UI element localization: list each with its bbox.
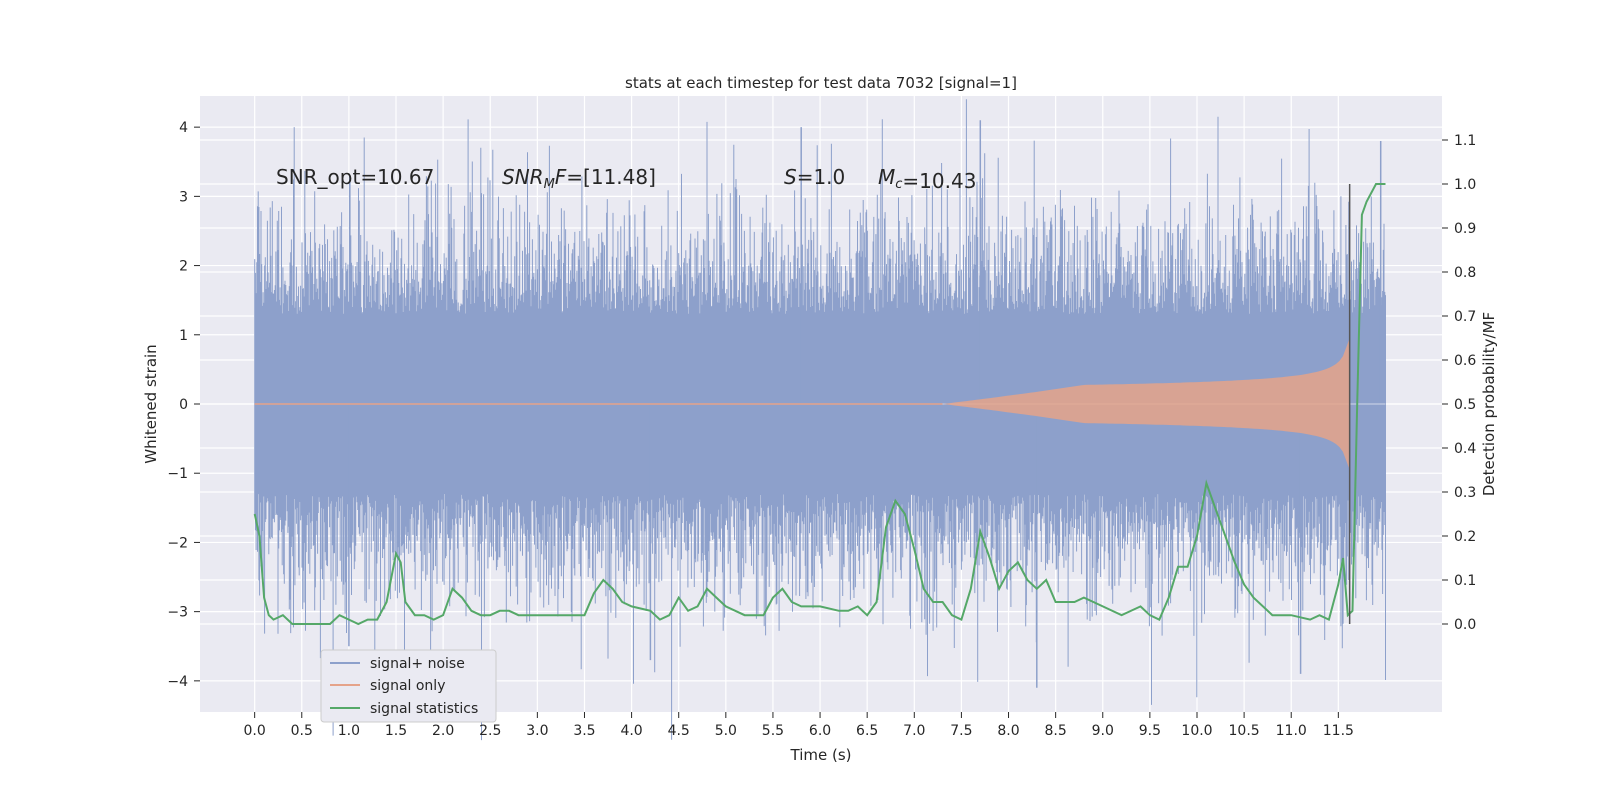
- y2-tick-label: 0.5: [1454, 397, 1476, 413]
- x-tick-label: 1.0: [338, 723, 360, 739]
- x-tick-label: 11.0: [1276, 723, 1307, 739]
- y2-tick-label: 0.1: [1454, 573, 1476, 589]
- x-tick-label: 0.0: [244, 723, 266, 739]
- x-tick-label: 8.0: [997, 723, 1019, 739]
- x-tick-label: 7.0: [903, 723, 925, 739]
- x-tick-label: 10.0: [1181, 723, 1212, 739]
- y-tick-label: 1: [179, 328, 188, 344]
- x-tick-label: 3.5: [573, 723, 595, 739]
- x-tick-label: 0.5: [291, 723, 313, 739]
- signal-statistics-line: [253, 183, 1386, 626]
- y2-tick-label: 1.0: [1454, 177, 1476, 193]
- x-tick-label: 10.5: [1229, 723, 1260, 739]
- x-tick-label: 7.5: [950, 723, 972, 739]
- signal-statistics-series: [253, 183, 1386, 626]
- y-tick-label: 4: [179, 120, 188, 136]
- x-tick-label: 5.5: [762, 723, 784, 739]
- x-tick-label: 1.5: [385, 723, 407, 739]
- y-axis-label: Whitened strain: [142, 344, 160, 463]
- signal-plus-noise-peaks: [348, 120, 1382, 688]
- x-tick-label: 4.5: [668, 723, 690, 739]
- y-tick-label: −3: [167, 605, 188, 621]
- legend-box: [320, 649, 497, 723]
- legend-label-signal-statistics: signal statistics: [370, 701, 478, 717]
- legend-label-signal-only: signal only: [370, 678, 445, 694]
- y-tick-label: 3: [179, 189, 188, 205]
- y2-axis-ticks: 1.1 1.0 0.9 0.8 0.7 0.6 0.5 0.4 0.3 0.2 0.1 0.0: [1442, 133, 1476, 633]
- x-tick-label: 2.0: [432, 723, 454, 739]
- y2-tick-label: 0.3: [1454, 485, 1476, 501]
- x-tick-label: 3.0: [526, 723, 548, 739]
- annotation-snr-mf: SNRMF=[11.48]: [502, 165, 656, 192]
- y-axis-ticks: 4 3 2 1 0 −1 −2 −3 −4: [167, 120, 200, 690]
- annotation-mc: Mc=10.43: [878, 165, 976, 193]
- legend-label-signal-plus-noise: signal+ noise: [370, 656, 465, 672]
- x-tick-label: 4.0: [620, 723, 642, 739]
- y2-tick-label: 0.8: [1454, 265, 1476, 281]
- y2-axis-label: Detection probability/MF: [1480, 312, 1498, 496]
- chart-title: stats at each timestep for test data 703…: [625, 74, 1017, 92]
- y2-tick-label: 0.2: [1454, 529, 1476, 545]
- signal-only-series: [254, 338, 1350, 470]
- x-tick-label: 9.5: [1139, 723, 1161, 739]
- x-tick-label: 5.0: [715, 723, 737, 739]
- y-tick-label: −2: [167, 535, 188, 551]
- x-axis-ticks: 0.0 0.5 1.0 1.5 2.0 2.5 3.0 3.5 4.0 4.5 5.0 5.5 6.0 6…: [244, 712, 1354, 739]
- annotation-snr-opt: SNR_opt=10.67: [276, 165, 434, 189]
- x-tick-label: 11.5: [1323, 723, 1354, 739]
- annotation-s: S=1.0: [784, 165, 845, 189]
- y2-tick-label: 0.4: [1454, 441, 1476, 457]
- x-tick-label: 2.5: [479, 723, 501, 739]
- x-tick-label: 9.0: [1092, 723, 1114, 739]
- y-tick-label: 2: [179, 259, 188, 275]
- y-tick-label: 0: [179, 397, 188, 413]
- y2-tick-label: 0.9: [1454, 221, 1476, 237]
- x-tick-label: 6.5: [856, 723, 878, 739]
- y2-tick-label: 0.0: [1454, 617, 1476, 633]
- y2-tick-label: 0.6: [1454, 353, 1476, 369]
- x-tick-label: 6.0: [809, 723, 831, 739]
- y-tick-label: −4: [167, 674, 188, 690]
- legend: signal+ noise signal only signal statist…: [320, 649, 497, 723]
- y-tick-label: −1: [167, 466, 188, 482]
- y2-tick-label: 1.1: [1454, 133, 1476, 149]
- y2-tick-label: 0.7: [1454, 309, 1476, 325]
- signal-only-chirp: [942, 338, 1350, 470]
- x-tick-label: 8.5: [1045, 723, 1067, 739]
- x-axis-label: Time (s): [790, 746, 852, 764]
